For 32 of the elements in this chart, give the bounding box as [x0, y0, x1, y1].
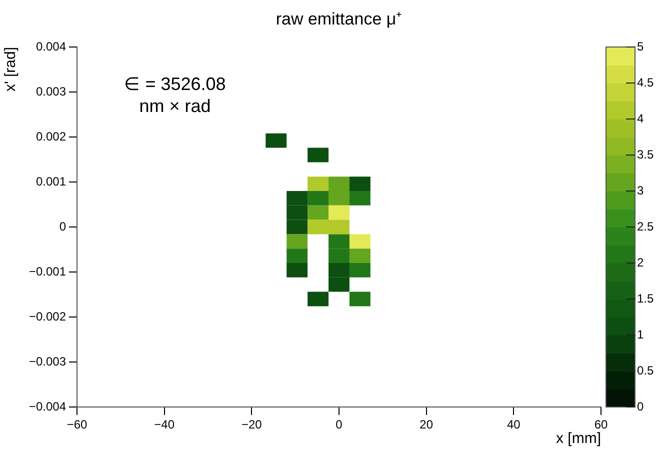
- color-bar-label: 0: [637, 399, 644, 414]
- color-bar-label: 1.5: [637, 291, 654, 306]
- y-tick-label: 0.003: [36, 84, 66, 98]
- x-tick-label: 40: [506, 418, 521, 432]
- color-bar-label: 0.5: [637, 363, 654, 378]
- color-bar-label: 3: [637, 183, 644, 198]
- x-tick-label: 20: [420, 418, 434, 432]
- color-bar-label: 4: [637, 111, 644, 126]
- y-tick-label: −0.003: [28, 354, 66, 368]
- y-tick-label: 0.004: [36, 39, 66, 54]
- x-tick-label: −40: [154, 418, 175, 432]
- annotation: nm × rad: [139, 96, 211, 116]
- x-tick-label: −60: [66, 418, 88, 432]
- y-tick-label: 0: [59, 219, 66, 234]
- y-tick-label: −0.001: [28, 264, 66, 278]
- color-bar-label: 5: [637, 39, 644, 54]
- x-tick-label: 60: [594, 418, 608, 432]
- color-bar-label: 3.5: [637, 147, 654, 162]
- color-bar-label: 2.5: [637, 219, 654, 234]
- x-tick-label: 0: [336, 418, 343, 432]
- y-tick-label: −0.004: [28, 399, 66, 414]
- color-bar-label: 4.5: [637, 75, 654, 90]
- y-tick-label: −0.002: [28, 309, 66, 324]
- chart-title: raw emittance μ⁺: [276, 10, 402, 29]
- y-axis-title: x' [rad]: [2, 47, 20, 92]
- y-tick-label: 0.001: [36, 174, 66, 188]
- y-tick-label: 0.002: [36, 129, 66, 144]
- x-tick-label: −20: [241, 418, 262, 432]
- x-axis-title: x [mm]: [556, 430, 601, 448]
- annotation: ∈ = 3526.08: [124, 74, 226, 94]
- color-bar-label: 2: [637, 255, 644, 270]
- color-bar-label: 1: [637, 327, 644, 342]
